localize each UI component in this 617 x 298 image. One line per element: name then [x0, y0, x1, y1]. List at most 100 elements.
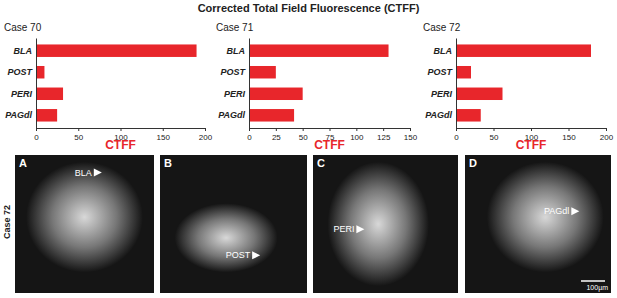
image-signal — [328, 162, 430, 286]
chart-title: Case 70 — [4, 22, 42, 33]
panel-letter: B — [164, 157, 172, 169]
bar — [249, 66, 276, 78]
image-background — [465, 155, 611, 293]
figure: Corrected Total Field Fluorescence (CTFF… — [0, 0, 617, 298]
tick: PAGdl — [5, 110, 32, 120]
tick-label: 0 — [454, 133, 459, 142]
tick-mark — [569, 128, 570, 131]
tick: 0 — [247, 128, 252, 142]
category-label: PERI — [224, 89, 246, 99]
tick-label: 0 — [247, 133, 252, 142]
tick-label: 50 — [299, 133, 308, 142]
region-label: BLA — [75, 168, 92, 178]
image-signal — [26, 162, 143, 272]
tick-mark — [205, 128, 206, 131]
bar — [36, 66, 44, 78]
tick: 50 — [299, 128, 308, 142]
tick-mark — [276, 128, 277, 131]
tick: BLA — [14, 46, 33, 56]
bar — [249, 109, 294, 121]
tick: POST — [220, 67, 246, 77]
axis-title: CTFF — [105, 138, 136, 152]
category-label: POST — [7, 67, 33, 77]
panel-letter: A — [19, 157, 27, 169]
tick-label: 50 — [490, 133, 499, 142]
category-label: PAGdl — [5, 110, 32, 120]
tick-mark — [330, 128, 331, 131]
tick-label: 0 — [34, 133, 39, 142]
bar — [456, 44, 591, 56]
bar — [249, 88, 303, 100]
panel-letter: D — [469, 157, 477, 169]
tick: 150 — [157, 128, 171, 142]
tick: 125 — [377, 128, 391, 142]
tick-label: 125 — [377, 133, 391, 142]
tick: 150 — [404, 128, 418, 142]
tick: POST — [427, 67, 453, 77]
bar-chart: Case 710255075100125150BLAPOSTPERIPAGdlC… — [216, 22, 418, 152]
category-label: BLA — [227, 46, 246, 56]
arrowhead — [571, 207, 579, 215]
row-label: Case 72 — [2, 205, 12, 239]
tick-mark — [606, 128, 607, 131]
tick-label: 150 — [404, 133, 418, 142]
tick: 0 — [454, 128, 459, 142]
category-label: POST — [427, 67, 453, 77]
tick: 50 — [490, 128, 499, 142]
tick-mark — [383, 128, 384, 131]
bar — [249, 44, 389, 56]
bar — [36, 109, 57, 121]
tick: PERI — [431, 89, 453, 99]
tick: BLA — [434, 46, 453, 56]
tick-label: 200 — [600, 133, 614, 142]
tick-label: 100 — [350, 133, 364, 142]
category-label: PERI — [11, 89, 33, 99]
tick-label: 200 — [199, 133, 213, 142]
axis-title: CTFF — [516, 138, 547, 152]
axis-line — [249, 39, 250, 129]
tick: POST — [7, 67, 33, 77]
tick-mark — [356, 128, 357, 131]
tick-label: 25 — [272, 133, 281, 142]
tick-mark — [121, 128, 122, 131]
tick: BLA — [227, 46, 246, 56]
chart-title: Case 72 — [423, 22, 461, 33]
bars — [36, 44, 197, 121]
bar — [36, 88, 63, 100]
panel-letter: C — [317, 157, 325, 169]
image-panel: A BLA — [15, 155, 154, 293]
tick: 150 — [562, 128, 576, 142]
image-signal — [175, 203, 278, 272]
tick-mark — [531, 128, 532, 131]
tick: 50 — [74, 128, 83, 142]
region-label: POST — [226, 250, 251, 260]
bar — [456, 66, 471, 78]
category-label: BLA — [14, 46, 33, 56]
bar — [456, 109, 481, 121]
image-background — [313, 155, 458, 293]
bars — [249, 44, 389, 121]
tick-mark — [163, 128, 164, 131]
region-label: PERI — [333, 224, 354, 234]
tick: 200 — [199, 128, 213, 142]
y-axis: BLA POST PERI PAGdl — [425, 39, 456, 129]
tick-mark — [78, 128, 79, 131]
tick-label: 150 — [157, 133, 171, 142]
tick: 25 — [272, 128, 281, 142]
scale-bar — [581, 280, 605, 282]
bar-chart: Case 70050100150200BLAPOSTPERIPAGdlCTFF — [4, 22, 213, 152]
tick-mark — [410, 128, 411, 131]
tick-mark — [494, 128, 495, 131]
category-label: PAGdl — [218, 110, 245, 120]
axis-line — [456, 39, 457, 129]
image-background — [15, 155, 154, 293]
scale-bar-label: 100µm — [586, 284, 608, 292]
category-label: BLA — [434, 46, 453, 56]
region-label: PAGdl — [544, 206, 569, 216]
image-panel: C PERI — [313, 155, 458, 293]
tick: PAGdl — [425, 110, 452, 120]
tick: PERI — [11, 89, 33, 99]
bars — [456, 44, 591, 121]
axis-line — [36, 39, 37, 129]
chart-title: Case 71 — [216, 22, 254, 33]
